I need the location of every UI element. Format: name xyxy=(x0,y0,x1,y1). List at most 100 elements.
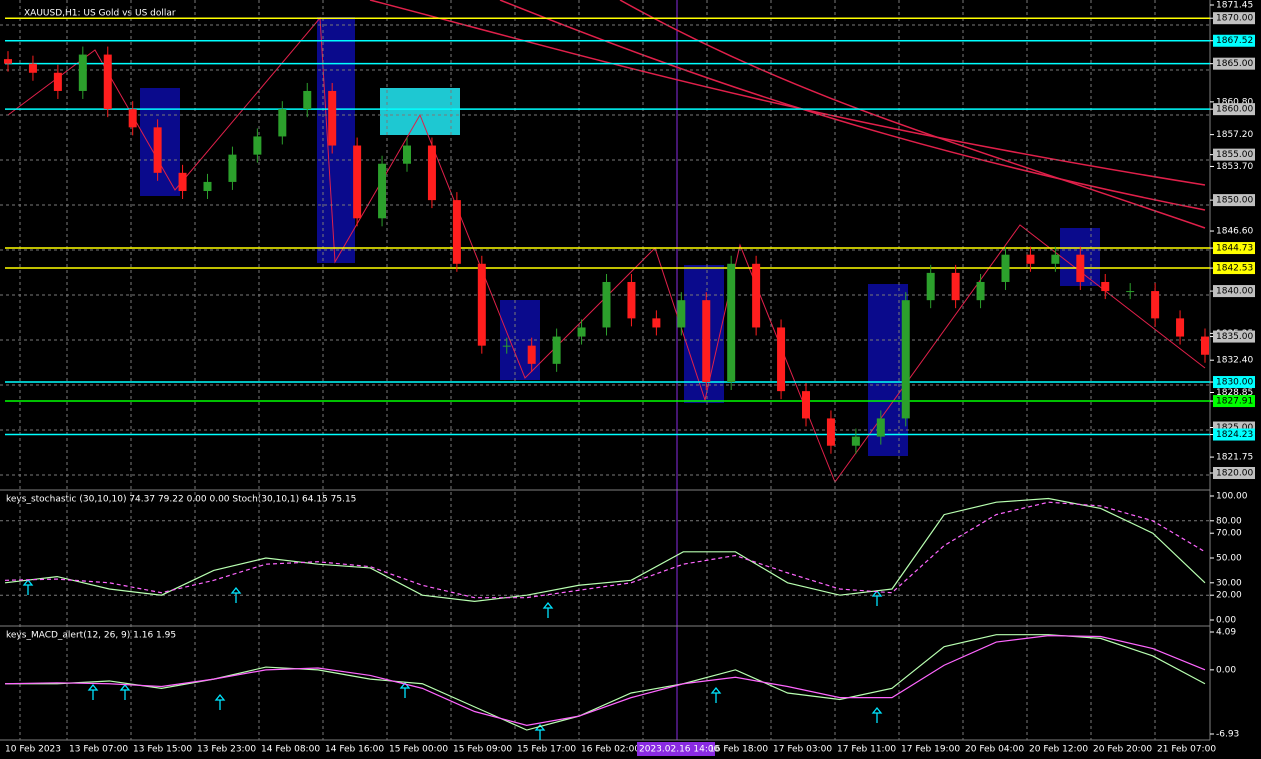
candle xyxy=(976,281,985,301)
price-label: 1835.00 xyxy=(1216,332,1253,342)
price-label: 1865.00 xyxy=(1216,59,1253,69)
moving-average xyxy=(499,0,1206,211)
time-label: 20 Feb 04:00 xyxy=(965,745,1024,755)
alert-arrows xyxy=(22,578,883,740)
price-label-box xyxy=(1213,395,1255,408)
candle xyxy=(128,109,137,128)
stochastic-label: keys_stochastic (30,10,10) 74.37 79.22 0… xyxy=(6,495,356,505)
candle xyxy=(378,163,387,219)
time-label: 13 Feb 23:00 xyxy=(197,745,256,755)
candle xyxy=(353,145,362,219)
time-label: 20 Feb 12:00 xyxy=(1029,745,1088,755)
price-label: 1857.20 xyxy=(1216,130,1253,140)
candle xyxy=(677,300,686,328)
time-highlight xyxy=(637,742,715,756)
price-label: 1850.00 xyxy=(1216,196,1253,206)
price-label: 1853.70 xyxy=(1216,162,1253,172)
stochastic-signal xyxy=(4,501,1206,599)
price-label: 1844.73 xyxy=(1216,244,1253,254)
indicator-axis-label: 0.00 xyxy=(1216,665,1236,675)
price-label: 1860.00 xyxy=(1216,105,1253,115)
price-label: 1867.52 xyxy=(1216,36,1253,46)
candle xyxy=(1201,336,1209,355)
price-label-box xyxy=(1213,376,1255,389)
time-label: 20 Feb 20:00 xyxy=(1093,745,1152,755)
price-label-box xyxy=(1213,242,1255,255)
macd-label: keys_MACD_alert(12, 26, 9) 1.16 1.95 xyxy=(6,631,176,641)
candle xyxy=(702,300,711,383)
time-label: 21 Feb 07:00 xyxy=(1157,745,1216,755)
indicator-axis-label: 50.00 xyxy=(1216,554,1242,564)
time-label: 15 Feb 00:00 xyxy=(389,745,448,755)
time-label: 14 Feb 16:00 xyxy=(325,745,384,755)
candle xyxy=(1076,254,1085,282)
candle xyxy=(502,345,511,347)
price-label-box xyxy=(1213,262,1255,275)
macd-main xyxy=(5,634,1206,731)
candle xyxy=(53,72,62,91)
candle xyxy=(552,336,561,364)
time-label: 17 Feb 19:00 xyxy=(901,745,960,755)
symbol-title: XAUUSD,H1: US Gold vs US dollar xyxy=(24,9,176,19)
candle xyxy=(1176,318,1185,337)
time-label: 2023.02.16 14:00 xyxy=(639,745,720,755)
candle xyxy=(876,418,885,437)
moving-average xyxy=(619,0,1206,229)
time-label: 17 Feb 11:00 xyxy=(837,745,896,755)
candle xyxy=(826,418,835,446)
candle xyxy=(577,327,586,337)
candle xyxy=(602,281,611,328)
candle xyxy=(278,109,287,137)
price-label: 1871.45 xyxy=(1216,1,1253,11)
candle xyxy=(403,145,411,164)
time-label: 16 Feb 02:00 xyxy=(581,745,640,755)
candle xyxy=(652,318,661,328)
candle xyxy=(477,263,486,346)
candle xyxy=(303,90,312,110)
candle xyxy=(1001,254,1010,282)
candle xyxy=(78,54,87,91)
candle xyxy=(228,154,237,182)
candle xyxy=(153,127,162,173)
price-label: 1860.80 xyxy=(1216,97,1253,107)
candle xyxy=(178,172,187,192)
candle xyxy=(328,90,337,146)
price-label: 1828.85 xyxy=(1216,388,1253,398)
candle xyxy=(951,272,960,301)
price-label: 1825.00 xyxy=(1216,423,1253,433)
candle xyxy=(203,181,212,192)
time-label: 13 Feb 07:00 xyxy=(69,745,128,755)
indicator-axis-label: 80.00 xyxy=(1216,516,1242,526)
stochastic-main xyxy=(4,497,1206,603)
macd-signal xyxy=(4,635,1206,727)
candle xyxy=(802,391,810,419)
price-label-box xyxy=(1213,330,1255,343)
candle xyxy=(527,345,536,364)
price-label-box xyxy=(1213,194,1255,207)
price-label: 1827.91 xyxy=(1216,397,1253,407)
price-label: 1824.23 xyxy=(1216,430,1253,440)
price-label: 1842.53 xyxy=(1216,264,1253,274)
candle xyxy=(4,59,12,64)
candle xyxy=(1101,281,1110,292)
price-label: 1821.75 xyxy=(1216,453,1253,463)
indicator-axis-label: -6.93 xyxy=(1216,730,1239,740)
price-label-box xyxy=(1213,103,1255,116)
price-label-box xyxy=(1213,428,1255,441)
price-label: 1855.00 xyxy=(1216,150,1253,160)
indicator-axis-label: 30.00 xyxy=(1216,578,1242,588)
moving-average xyxy=(369,0,1206,186)
price-label: 1832.40 xyxy=(1216,356,1253,366)
price-label-box xyxy=(1213,285,1255,298)
candle xyxy=(926,272,935,301)
price-label: 1830.00 xyxy=(1216,378,1253,388)
candle xyxy=(427,145,436,201)
price-label-box xyxy=(1213,57,1255,70)
indicator-axis-label: 70.00 xyxy=(1216,529,1242,539)
candle xyxy=(1151,291,1160,319)
time-label: 16 Feb 18:00 xyxy=(709,745,768,755)
indicator-axis-label: 100.00 xyxy=(1216,492,1248,502)
price-label-box xyxy=(1213,34,1255,47)
price-label: 1840.00 xyxy=(1216,287,1253,297)
candle xyxy=(627,281,636,319)
